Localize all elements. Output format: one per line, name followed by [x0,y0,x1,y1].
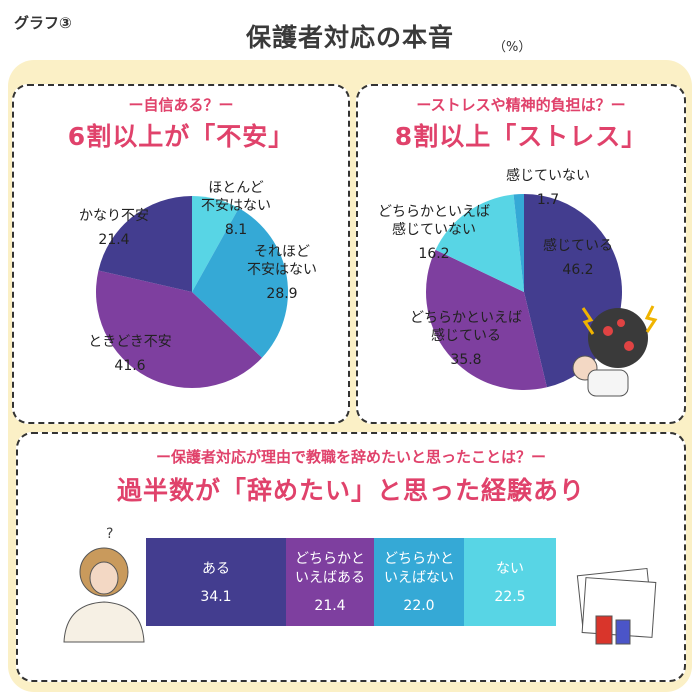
pie1-label-1: どちらかといえば感じている [410,310,522,344]
bar-label-2: どちらかと いえばない [384,551,454,586]
bar-value-3: 22.5 [494,588,526,605]
pie1-label-0: 感じている [543,237,613,254]
stressed-person-illustration [572,305,658,397]
stress-card: ーストレスや精神的負担は？ー 8割以上「ストレス」 感じている 46.2 どちらかと… [356,84,686,424]
bar-segment-2: どちらかと いえばない 22.0 [374,538,464,626]
pie1-value-2: 16.2 [418,246,449,262]
pie0-value-1: 28.9 [266,286,297,302]
pie0-slice-3 [98,196,192,292]
pie0-label-3: かなり不安 [79,208,149,224]
bar-label-3: ない [496,560,524,577]
pie0-value-0: 8.1 [225,222,247,238]
stress-pie-chart: 感じている 46.2 どちらかといえば感じている 35.8 どちらかといえば感じていない… [378,167,622,390]
bar-value-0: 34.1 [200,588,232,605]
bar-value-2: 22.0 [403,598,435,614]
pie1-slice-3 [513,194,524,292]
bar-value-1: 21.4 [314,598,346,614]
graph-number-label: グラフ③ [14,14,72,32]
bar-label-1: どちらかと いえばある [295,551,365,586]
pie1-value-1: 35.8 [450,352,481,368]
resignation-headline: 過半数が「辞めたい」と思った経験あり [116,476,585,505]
pie1-label-2: どちらかといえば感じていない [378,204,490,238]
pie0-slice-1 [192,208,288,358]
pie1-value-0: 46.2 [562,262,593,278]
resignation-stacked-bar: ある 34.1 どちらかと いえばある 21.4 どちらかと いえばない 22.0 ない 22… [146,538,556,626]
pie1-label-3: 感じていない [506,167,590,184]
pie0-label-1: それほど不安はない [247,244,317,278]
stress-question: ーストレスや精神的負担は？ー [416,96,626,114]
pie0-slice-2 [95,270,262,388]
pie0-value-2: 41.6 [114,358,145,374]
unit-label: （%） [493,40,532,55]
svg-text:?: ? [106,526,113,542]
paper-stack-illustration [576,567,657,645]
bar-label-0: ある [202,560,230,577]
pie0-label-0: ほとんど不安はない [201,180,271,214]
worried-teacher-illustration: ? [63,526,145,643]
pie0-slice-0 [192,196,239,292]
bar-segment-3: ない 22.5 [464,538,556,626]
pie1-slice-2 [435,194,524,292]
resignation-card: ー保護者対応が理由で教職を辞めたいと思ったことは？ー 過半数が「辞めたい」と思っ… [16,432,686,682]
bar-segment-0: ある 34.1 [146,538,286,626]
confidence-card: ー自信ある？ー 6割以上が「不安」 ほとんど不安はない 8.1 それほど不安はない 2… [12,84,350,424]
pie0-label-2: ときどき不安 [88,334,172,350]
stress-headline: 8割以上「ストレス」 [394,122,648,151]
confidence-question: ー自信ある？ー [128,96,234,114]
pie0-value-3: 21.4 [98,232,129,248]
confidence-headline: 6割以上が「不安」 [67,122,295,151]
pie1-slice-1 [426,249,547,390]
bar-segment-1: どちらかと いえばある 21.4 [286,538,374,626]
page-title: 保護者対応の本音 [245,23,454,52]
pie1-value-3: 1.7 [537,192,559,208]
resignation-question: ー保護者対応が理由で教職を辞めたいと思ったことは？ー [155,448,546,466]
